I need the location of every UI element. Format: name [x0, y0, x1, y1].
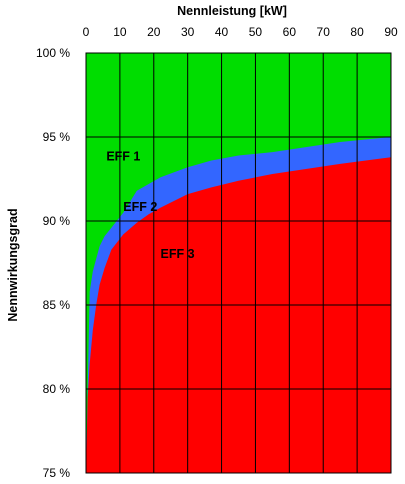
y-tick-label: 85 % [43, 298, 71, 312]
x-tick-label: 80 [350, 25, 364, 39]
y-tick-label: 100 % [36, 46, 70, 60]
y-tick-label: 90 % [43, 214, 71, 228]
x-tick-label: 90 [384, 25, 398, 39]
label-eff-3: EFF 3 [161, 247, 195, 261]
grid-lines [85, 52, 392, 474]
label-eff-1: EFF 1 [106, 150, 140, 164]
y-axis-title: Nennwirkungsgrad [6, 208, 20, 321]
plot-border [85, 52, 392, 474]
x-tick-label: 10 [113, 25, 127, 39]
x-tick-label: 20 [147, 25, 161, 39]
x-tick-label: 40 [215, 25, 229, 39]
x-tick-label: 50 [249, 25, 263, 39]
x-tick-label: 60 [283, 25, 297, 39]
region-labels: EFF 1 EFF 2 EFF 3 [106, 150, 194, 261]
x-tick-label: 30 [181, 25, 195, 39]
x-tick-label: 70 [317, 25, 331, 39]
y-tick-label: 95 % [43, 130, 71, 144]
y-axis-ticks: 75 % 80 % 85 % 90 % 95 % 100 % [36, 46, 70, 480]
x-tick-label: 0 [83, 25, 90, 39]
y-tick-label: 80 % [43, 382, 71, 396]
x-axis-title: Nennleistung [kW] [177, 4, 287, 18]
y-tick-label: 75 % [43, 466, 71, 480]
x-axis-ticks: 0 10 20 30 40 50 60 70 80 90 [83, 25, 398, 39]
region-eff-3 [86, 157, 391, 473]
plot-area [86, 53, 391, 473]
label-eff-2: EFF 2 [123, 200, 157, 214]
